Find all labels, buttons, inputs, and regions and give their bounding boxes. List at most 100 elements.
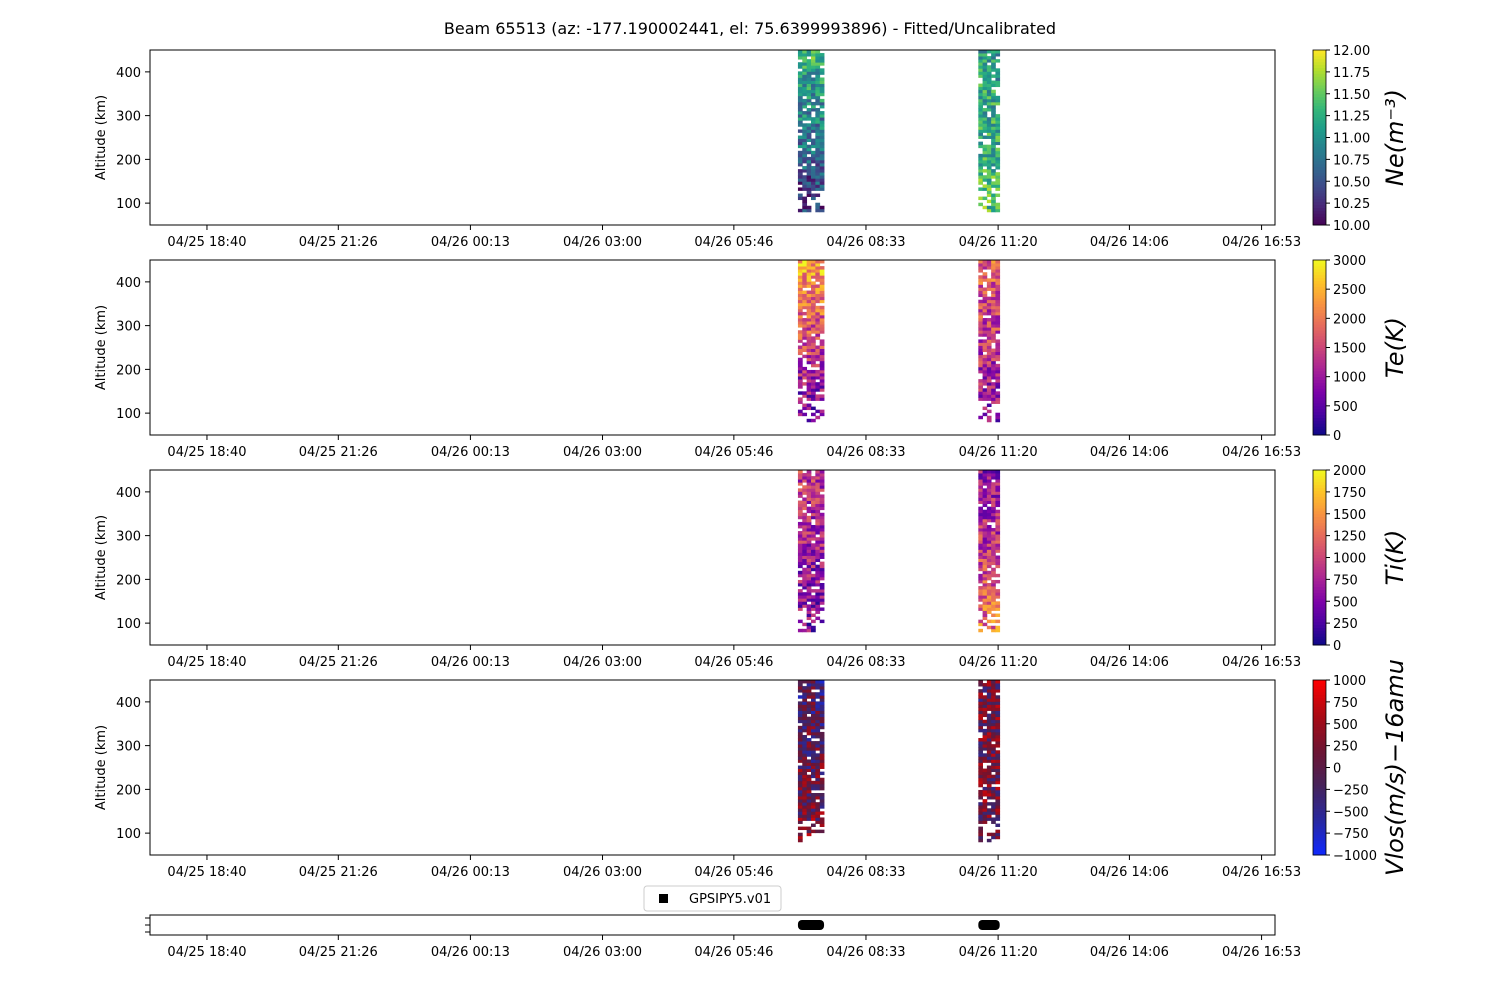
heatmap-cell	[991, 391, 996, 395]
heatmap-cell	[815, 62, 821, 66]
heatmap-cell	[819, 126, 825, 130]
heatmap-cell	[978, 589, 983, 593]
heatmap-cell	[802, 311, 808, 316]
colorbar-segment	[1313, 397, 1326, 401]
heatmap-cell	[819, 500, 825, 504]
colorbar-segment	[1313, 717, 1326, 722]
heatmap-cell	[819, 783, 825, 788]
colorbar-segment	[1313, 828, 1326, 833]
heatmap-cell	[815, 95, 821, 100]
heatmap-cell	[978, 744, 983, 748]
heatmap-cell	[986, 123, 992, 127]
colorbar-segment	[1313, 385, 1326, 389]
heatmap-cell	[819, 811, 825, 815]
heatmap-cell	[797, 744, 803, 748]
heatmap-cell	[978, 114, 983, 118]
heatmap-cell	[811, 786, 816, 791]
heatmap-cell	[811, 266, 816, 270]
heatmap-cell	[995, 725, 1001, 730]
heatmap-cell	[802, 802, 808, 806]
heatmap-cell	[806, 397, 812, 401]
heatmap-cell	[819, 589, 825, 593]
heatmap-cell	[986, 117, 992, 121]
heatmap-cell	[978, 564, 983, 569]
heatmap-cell	[995, 741, 1001, 745]
colorbar-segment	[1313, 478, 1326, 483]
heatmap-block	[797, 260, 825, 423]
heatmap-cell	[806, 74, 812, 78]
heatmap-cell	[819, 689, 825, 693]
heatmap-cell	[811, 744, 816, 748]
heatmap-cell	[811, 728, 816, 733]
heatmap-cell	[819, 823, 825, 827]
heatmap-cell	[797, 805, 803, 809]
heatmap-cell	[802, 573, 808, 578]
heatmap-cell	[982, 598, 988, 602]
heatmap-cell	[806, 579, 812, 584]
heatmap-cell	[982, 805, 988, 809]
heatmap-cell	[815, 713, 821, 718]
heatmap-cell	[995, 68, 1001, 72]
heatmap-cell	[806, 302, 812, 307]
heatmap-cell	[982, 187, 988, 191]
colorbar-segment	[1313, 187, 1326, 191]
heatmap-cell	[806, 376, 812, 380]
heatmap-cell	[802, 707, 808, 711]
heatmap-cell	[815, 710, 821, 714]
heatmap-cell	[986, 59, 992, 63]
heatmap-cell	[982, 342, 988, 346]
heatmap-cell	[802, 166, 808, 170]
colorbar-segment	[1313, 271, 1326, 276]
heatmap-cell	[802, 734, 808, 739]
heatmap-cell	[802, 324, 808, 328]
heatmap-cell	[978, 59, 983, 63]
heatmap-cell	[991, 196, 996, 201]
heatmap-cell	[978, 728, 983, 733]
heatmap-cell	[802, 473, 808, 477]
heatmap-cell	[978, 789, 983, 794]
heatmap-cell	[802, 89, 808, 94]
heatmap-cell	[806, 147, 812, 152]
heatmap-cell	[815, 169, 821, 173]
heatmap-cell	[995, 138, 1001, 143]
heatmap-cell	[802, 546, 808, 550]
heatmap-cell	[991, 722, 996, 727]
heatmap-cell	[806, 524, 812, 529]
heatmap-cell	[797, 589, 803, 593]
heatmap-cell	[797, 379, 803, 383]
heatmap-cell	[982, 348, 988, 353]
heatmap-cell	[806, 610, 812, 614]
heatmap-cell	[982, 135, 988, 139]
heatmap-cell	[819, 269, 825, 273]
heatmap-cell	[995, 689, 1001, 693]
heatmap-cell	[811, 583, 816, 587]
heatmap-cell	[986, 491, 992, 495]
heatmap-cell	[797, 333, 803, 337]
heatmap-cell	[802, 768, 808, 773]
heatmap-cell	[982, 266, 988, 270]
heatmap-cell	[995, 415, 1001, 420]
heatmap-cell	[815, 120, 821, 124]
heatmap-cell	[991, 625, 996, 630]
heatmap-cell	[819, 494, 825, 498]
heatmap-cell	[811, 683, 816, 687]
colorbar-tick-label: 1000	[1333, 552, 1366, 567]
heatmap-cell	[802, 570, 808, 575]
colorbar-segment	[1313, 688, 1326, 693]
heatmap-cell	[797, 479, 803, 483]
heatmap-cell	[811, 528, 816, 532]
heatmap-cell	[806, 391, 812, 395]
heatmap-cell	[995, 163, 1001, 167]
heatmap-cell	[806, 701, 812, 705]
heatmap-cell	[982, 540, 988, 544]
heatmap-cell	[991, 184, 996, 188]
heatmap-cell	[811, 601, 816, 605]
heatmap-cell	[815, 308, 821, 313]
x-tick-label: 04/26 08:33	[826, 865, 905, 880]
heatmap-cell	[986, 716, 992, 721]
colorbar-segment	[1313, 120, 1326, 124]
heatmap-cell	[819, 260, 825, 264]
heatmap-cell	[819, 308, 825, 313]
heatmap-cell	[991, 111, 996, 115]
heatmap-cell	[797, 793, 803, 797]
